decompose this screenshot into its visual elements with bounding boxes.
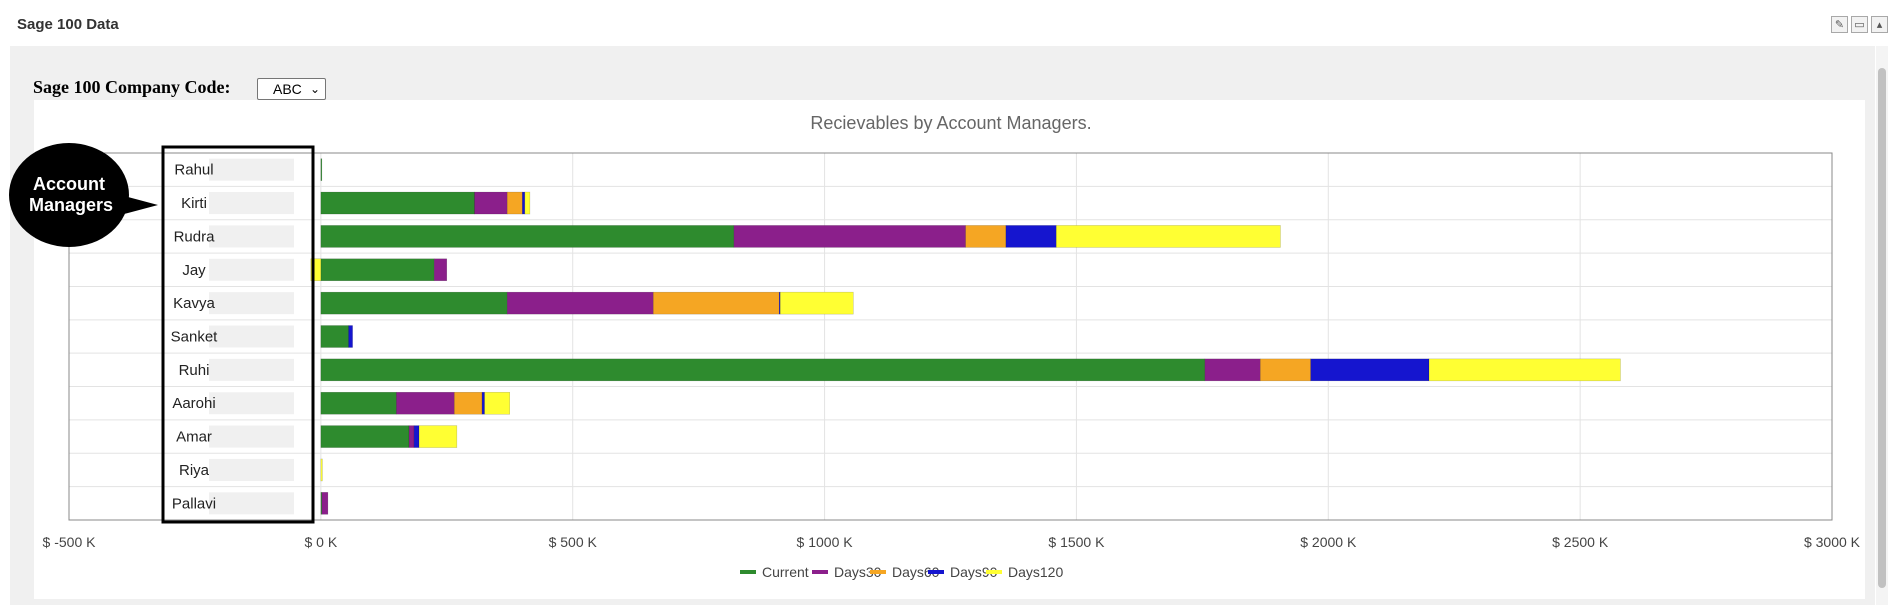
- category-label-ruhi: Ruhi: [179, 362, 210, 379]
- bar-amar-days120[interactable]: [418, 425, 458, 448]
- company-code-label: Sage 100 Company Code:: [33, 77, 231, 97]
- redacted-value-placeholder: [209, 458, 294, 481]
- account-managers-highlight-box: [161, 145, 315, 524]
- collapse-icon[interactable]: ▴: [1871, 16, 1888, 33]
- bar-rudra-days120[interactable]: [1056, 225, 1281, 248]
- bar-kavya-current[interactable]: [320, 291, 508, 315]
- callout-text: Account Managers: [29, 174, 114, 215]
- bar-pallavi-days30[interactable]: [321, 492, 329, 515]
- category-label-sanket: Sanket: [171, 329, 219, 346]
- bar-riya-days120[interactable]: [320, 458, 323, 482]
- bar-kavya-days120[interactable]: [779, 291, 854, 315]
- bar-kirti-days90[interactable]: [522, 191, 526, 215]
- window-controls: ✎ ▭ ▴: [1831, 16, 1888, 33]
- category-label-rudra: Rudra: [174, 228, 216, 245]
- chart-bars: [310, 158, 1621, 515]
- bar-rudra-days90[interactable]: [1005, 225, 1057, 248]
- x-tick-label: $ 2000 K: [1300, 534, 1357, 550]
- x-tick-label: $ 3000 K: [1804, 534, 1861, 550]
- window-titlebar: Sage 100 Data ✎ ▭ ▴: [0, 0, 1888, 46]
- bar-jay-current[interactable]: [320, 258, 435, 282]
- bar-aarohi-days60[interactable]: [454, 391, 483, 415]
- redacted-value-placeholder: [209, 292, 294, 315]
- category-label-rahul: Rahul: [174, 162, 213, 179]
- redacted-value-placeholder: [209, 425, 294, 448]
- account-managers-callout: Account Managers: [9, 143, 129, 247]
- bar-jay-days30[interactable]: [433, 258, 448, 282]
- bar-amar-days90[interactable]: [413, 425, 420, 448]
- window-title: Sage 100 Data: [17, 16, 119, 33]
- scrollbar-thumb[interactable]: [1878, 68, 1886, 588]
- bar-rudra-days60[interactable]: [965, 225, 1007, 248]
- x-tick-label: $ 2500 K: [1552, 534, 1609, 550]
- minimize-icon[interactable]: ▭: [1851, 16, 1868, 33]
- receivables-chart: Recievables by Account Managers. Rahul Ki…: [43, 113, 1861, 580]
- redacted-value-placeholder: [209, 192, 294, 215]
- bar-aarohi-days30[interactable]: [396, 391, 455, 415]
- legend-item-days60[interactable]: Days60: [892, 564, 940, 580]
- redacted-value-placeholder: [209, 358, 294, 381]
- chart-grid: [68, 152, 1833, 521]
- legend-item-current[interactable]: Current: [762, 564, 809, 580]
- x-tick-label: $ 500 K: [549, 534, 598, 550]
- category-label-riya: Riya: [179, 462, 210, 479]
- chart-card: Recievables by Account Managers. Rahul Ki…: [34, 100, 1865, 599]
- bar-ruhi-days90[interactable]: [1310, 358, 1430, 382]
- category-label-kirti: Kirti: [181, 195, 207, 212]
- x-tick-label: $ 0 K: [305, 534, 338, 550]
- redacted-value-placeholder: [209, 258, 294, 281]
- bar-aarohi-days120[interactable]: [484, 391, 511, 415]
- chart-legend: Current Days30 Days60 Days90 Days120: [740, 564, 1063, 580]
- chevron-down-icon: ⌄: [309, 82, 320, 96]
- bar-sanket-current[interactable]: [320, 325, 349, 348]
- category-label-aarohi: Aarohi: [172, 395, 215, 412]
- redacted-value-placeholder: [209, 158, 294, 181]
- bar-sanket-days90[interactable]: [348, 325, 353, 348]
- x-tick-label: $ 1000 K: [797, 534, 854, 550]
- bar-aarohi-days90[interactable]: [481, 391, 485, 415]
- bar-rudra-current[interactable]: [320, 225, 735, 248]
- bar-kavya-days60[interactable]: [653, 291, 780, 315]
- chart-title: Recievables by Account Managers.: [810, 113, 1091, 133]
- company-code-value: ABC: [273, 81, 302, 97]
- x-tick-label: $ 1500 K: [1048, 534, 1105, 550]
- chart-category-labels: Rahul Kirti Rudra Jay Kavya Sanket Ruhi Aarohi A…: [161, 145, 315, 524]
- legend-item-days90[interactable]: Days90: [950, 564, 998, 580]
- callout-pointer: [124, 196, 158, 214]
- category-label-kavya: Kavya: [173, 295, 215, 312]
- bar-ruhi-days60[interactable]: [1260, 358, 1311, 382]
- chart-x-tick-labels: $ -500 K $ 0 K $ 500 K $ 1000 K $ 1500 K $ 20…: [43, 534, 1861, 550]
- category-label-pallavi: Pallavi: [172, 495, 216, 512]
- redacted-value-placeholder: [209, 492, 294, 515]
- bar-ruhi-days120[interactable]: [1428, 358, 1621, 382]
- bar-kirti-days120[interactable]: [524, 191, 531, 215]
- vertical-scrollbar[interactable]: [1876, 46, 1888, 605]
- bar-kirti-days60[interactable]: [506, 191, 523, 215]
- bar-kirti-current[interactable]: [320, 191, 475, 215]
- bar-kavya-days30[interactable]: [506, 291, 654, 315]
- company-code-select[interactable]: ABC ⌄: [257, 78, 326, 100]
- category-label-jay: Jay: [182, 262, 206, 279]
- bar-ruhi-days30[interactable]: [1204, 358, 1261, 382]
- bar-kirti-days30[interactable]: [474, 191, 508, 215]
- x-tick-label: $ -500 K: [43, 534, 97, 550]
- bar-amar-days30[interactable]: [408, 425, 415, 448]
- bar-jay-days120[interactable]: [310, 258, 322, 282]
- redacted-value-placeholder: [209, 225, 294, 248]
- redacted-value-placeholder: [209, 392, 294, 415]
- bar-rudra-days30[interactable]: [733, 225, 966, 248]
- legend-item-days120[interactable]: Days120: [1008, 564, 1063, 580]
- edit-icon[interactable]: ✎: [1831, 16, 1848, 33]
- legend-item-days30[interactable]: Days30: [834, 564, 882, 580]
- bar-rahul-current[interactable]: [320, 158, 323, 181]
- bar-aarohi-current[interactable]: [320, 391, 397, 415]
- category-label-amar: Amar: [176, 429, 212, 446]
- redacted-value-placeholder: [209, 325, 294, 348]
- plot-border: [68, 152, 1833, 521]
- bar-amar-current[interactable]: [320, 425, 410, 448]
- bar-ruhi-current[interactable]: [320, 358, 1206, 382]
